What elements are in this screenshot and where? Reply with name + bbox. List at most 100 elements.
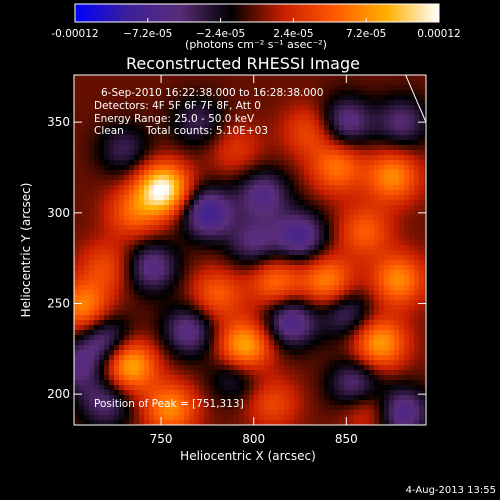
heatmap-cell bbox=[374, 160, 379, 165]
heatmap-cell bbox=[154, 350, 159, 355]
heatmap-cell bbox=[214, 285, 219, 290]
heatmap-cell bbox=[419, 375, 424, 380]
heatmap-cell bbox=[259, 275, 264, 280]
heatmap-cell bbox=[334, 205, 339, 210]
heatmap-cell bbox=[199, 200, 204, 205]
heatmap-cell bbox=[159, 115, 164, 120]
heatmap-cell bbox=[379, 140, 384, 145]
heatmap-cell bbox=[394, 230, 399, 235]
heatmap-cell bbox=[244, 115, 249, 120]
heatmap-cell bbox=[314, 250, 319, 255]
heatmap-cell bbox=[189, 255, 194, 260]
heatmap-cell bbox=[409, 265, 414, 270]
heatmap-cell bbox=[239, 380, 244, 385]
heatmap-cell bbox=[309, 75, 314, 80]
heatmap-cell bbox=[204, 245, 209, 250]
heatmap-cell bbox=[349, 210, 354, 215]
heatmap-cell bbox=[239, 210, 244, 215]
heatmap-cell bbox=[224, 265, 229, 270]
heatmap-cell bbox=[84, 310, 89, 315]
heatmap-cell bbox=[99, 205, 104, 210]
heatmap-cell bbox=[199, 275, 204, 280]
heatmap-cell bbox=[199, 115, 204, 120]
heatmap-cell bbox=[219, 125, 224, 130]
heatmap-cell bbox=[134, 305, 139, 310]
heatmap-cell bbox=[194, 170, 199, 175]
heatmap-cell bbox=[284, 150, 289, 155]
heatmap-cell bbox=[379, 135, 384, 140]
heatmap-cell bbox=[79, 80, 84, 85]
heatmap-cell bbox=[354, 250, 359, 255]
heatmap-cell bbox=[84, 370, 89, 375]
heatmap-cell bbox=[284, 155, 289, 160]
heatmap-cell bbox=[314, 280, 319, 285]
heatmap-cell bbox=[294, 105, 299, 110]
heatmap-cell bbox=[144, 75, 149, 80]
heatmap-cell bbox=[254, 95, 259, 100]
heatmap-cell bbox=[174, 315, 179, 320]
heatmap-cell bbox=[239, 340, 244, 345]
heatmap-cell bbox=[374, 340, 379, 345]
heatmap-cell bbox=[144, 295, 149, 300]
heatmap-cell bbox=[299, 120, 304, 125]
heatmap-cell bbox=[204, 130, 209, 135]
heatmap-cell bbox=[109, 240, 114, 245]
heatmap-cell bbox=[299, 355, 304, 360]
heatmap-cell bbox=[219, 375, 224, 380]
heatmap-cell bbox=[424, 415, 426, 420]
heatmap-cell bbox=[269, 205, 274, 210]
heatmap-cell bbox=[144, 405, 149, 410]
heatmap-cell bbox=[274, 385, 279, 390]
heatmap-cell bbox=[119, 320, 124, 325]
heatmap-cell bbox=[154, 140, 159, 145]
heatmap-cell bbox=[264, 420, 269, 425]
heatmap-cell bbox=[124, 265, 129, 270]
heatmap-cell bbox=[79, 265, 84, 270]
heatmap-cell bbox=[194, 245, 199, 250]
heatmap-cell bbox=[334, 395, 339, 400]
heatmap-cell bbox=[359, 420, 364, 425]
heatmap-cell bbox=[244, 280, 249, 285]
heatmap-cell bbox=[259, 265, 264, 270]
heatmap-cell bbox=[354, 105, 359, 110]
heatmap-cell bbox=[164, 225, 169, 230]
heatmap-cell bbox=[214, 365, 219, 370]
heatmap-cell bbox=[169, 270, 174, 275]
heatmap-cell bbox=[324, 300, 329, 305]
heatmap-cell bbox=[349, 180, 354, 185]
heatmap-cell bbox=[254, 105, 259, 110]
heatmap-cell bbox=[244, 395, 249, 400]
heatmap-cell bbox=[249, 285, 254, 290]
colorbar bbox=[74, 3, 440, 23]
heatmap-cell bbox=[229, 340, 234, 345]
heatmap-cell bbox=[199, 315, 204, 320]
heatmap-cell bbox=[84, 240, 89, 245]
heatmap-cell bbox=[269, 195, 274, 200]
heatmap-cell bbox=[319, 415, 324, 420]
heatmap-cell bbox=[104, 395, 109, 400]
heatmap-cell bbox=[99, 285, 104, 290]
heatmap-cell bbox=[104, 260, 109, 265]
heatmap-cell bbox=[384, 95, 389, 100]
heatmap-cell bbox=[224, 125, 229, 130]
heatmap-cell bbox=[84, 245, 89, 250]
heatmap-cell bbox=[414, 335, 419, 340]
heatmap-cell bbox=[304, 335, 309, 340]
heatmap-cell bbox=[329, 185, 334, 190]
heatmap-cell bbox=[274, 295, 279, 300]
heatmap-cell bbox=[359, 195, 364, 200]
heatmap-cell bbox=[89, 365, 94, 370]
heatmap-cell bbox=[159, 400, 164, 405]
heatmap-cell bbox=[234, 235, 239, 240]
heatmap-cell bbox=[134, 325, 139, 330]
heatmap-cell bbox=[244, 140, 249, 145]
heatmap-cell bbox=[84, 115, 89, 120]
heatmap-cell bbox=[194, 265, 199, 270]
heatmap-cell bbox=[169, 290, 174, 295]
heatmap-cell bbox=[254, 210, 259, 215]
heatmap-cell bbox=[269, 350, 274, 355]
heatmap-cell bbox=[264, 115, 269, 120]
heatmap-cell bbox=[294, 125, 299, 130]
heatmap-cell bbox=[214, 390, 219, 395]
heatmap-cell bbox=[424, 275, 426, 280]
